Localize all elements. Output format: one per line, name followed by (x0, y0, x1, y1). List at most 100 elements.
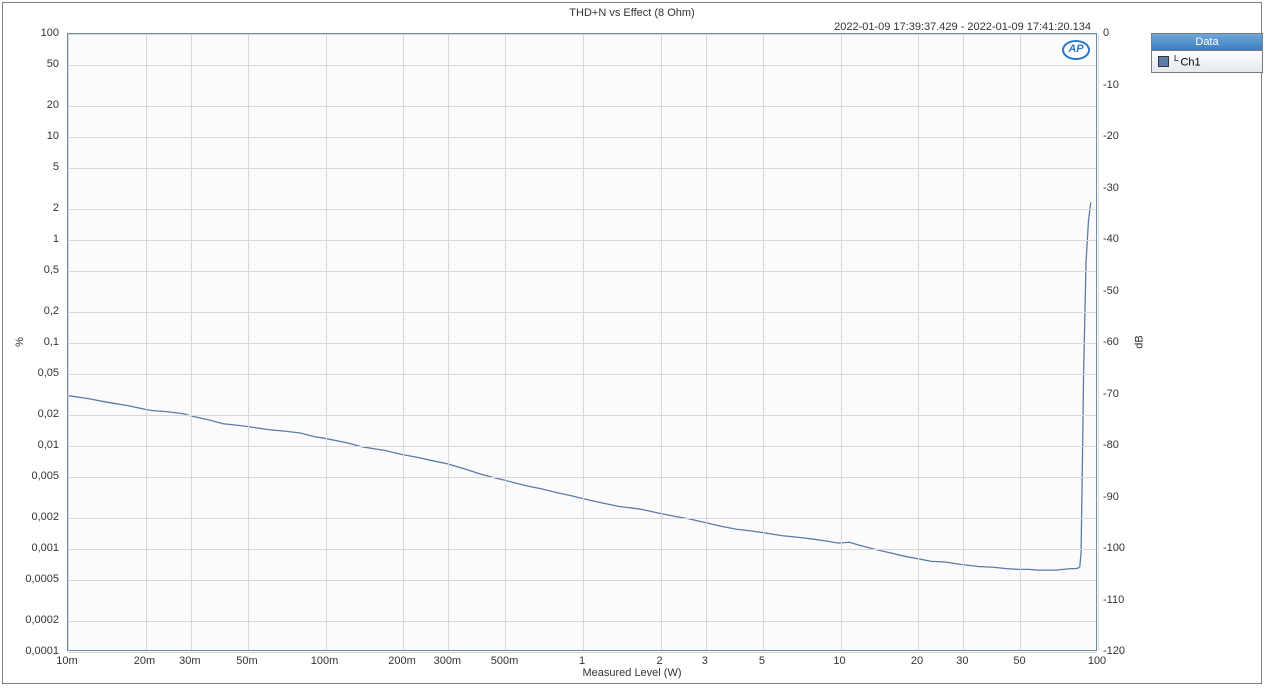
y-left-tick-label: 0,05 (38, 367, 59, 379)
y-left-tick-label: 0,02 (38, 408, 59, 420)
y-left-tick-label: 0,002 (31, 511, 59, 523)
gridline-v (146, 34, 147, 650)
plot-area[interactable]: AP (67, 33, 1097, 651)
gridline-h (68, 34, 1096, 35)
x-tick-label: 50 (1013, 655, 1025, 667)
y-left-tick-label: 2 (53, 202, 59, 214)
y-right-tick-label: -90 (1103, 491, 1119, 503)
gridline-v (841, 34, 842, 650)
series-line-ch1 (69, 202, 1091, 570)
gridline-h (68, 415, 1096, 416)
y-left-tick-label: 0,005 (31, 470, 59, 482)
y-left-axis-label: % (14, 337, 26, 347)
x-tick-label: 10m (56, 655, 77, 667)
chart-timestamp: 2022-01-09 17:39:37.429 - 2022-01-09 17:… (834, 21, 1091, 33)
y-right-tick-label: -60 (1103, 336, 1119, 348)
legend-item-ch1[interactable]: LCh1 (1152, 51, 1262, 72)
gridline-h (68, 343, 1096, 344)
gridline-v (661, 34, 662, 650)
y-right-tick-label: -10 (1103, 79, 1119, 91)
gridline-h (68, 209, 1096, 210)
x-tick-label: 20 (911, 655, 923, 667)
x-tick-label: 1 (579, 655, 585, 667)
gridline-h (68, 518, 1096, 519)
x-tick-label: 20m (134, 655, 155, 667)
chart-title: THD+N vs Effect (8 Ohm) (3, 7, 1261, 19)
gridline-h (68, 580, 1096, 581)
gridline-h (68, 106, 1096, 107)
y-left-tick-label: 0,001 (31, 542, 59, 554)
gridline-v (706, 34, 707, 650)
y-left-tick-label: 1 (53, 233, 59, 245)
gridline-h (68, 374, 1096, 375)
gridline-h (68, 240, 1096, 241)
x-tick-label: 200m (388, 655, 416, 667)
legend[interactable]: Data LCh1 (1151, 33, 1263, 73)
gridline-v (763, 34, 764, 650)
gridline-v (1098, 34, 1099, 650)
legend-rows: LCh1 (1152, 51, 1262, 72)
gridline-h (68, 65, 1096, 66)
y-left-tick-label: 0,5 (44, 264, 59, 276)
x-tick-label: 50m (236, 655, 257, 667)
chart-frame: THD+N vs Effect (8 Ohm) 2022-01-09 17:39… (2, 2, 1262, 684)
y-left-tick-label: 10 (47, 130, 59, 142)
gridline-v (326, 34, 327, 650)
x-tick-label: 3 (702, 655, 708, 667)
y-left-tick-label: 0,0002 (25, 614, 59, 626)
x-tick-label: 300m (434, 655, 462, 667)
y-right-tick-label: -120 (1103, 645, 1125, 657)
y-left-tick-label: 0,01 (38, 439, 59, 451)
legend-item-label: LCh1 (1174, 54, 1201, 69)
gridline-h (68, 271, 1096, 272)
plot-svg (68, 34, 1096, 650)
y-right-tick-label: -20 (1103, 130, 1119, 142)
gridline-h (68, 549, 1096, 550)
y-right-tick-label: -110 (1103, 594, 1124, 606)
x-tick-label: 2 (656, 655, 662, 667)
gridline-v (505, 34, 506, 650)
gridline-v (918, 34, 919, 650)
y-right-tick-label: 0 (1103, 27, 1109, 39)
y-left-tick-label: 100 (41, 27, 59, 39)
gridline-v (403, 34, 404, 650)
gridline-v (448, 34, 449, 650)
y-right-axis-label: dB (1134, 335, 1146, 348)
x-tick-label: 500m (491, 655, 519, 667)
gridline-h (68, 477, 1096, 478)
gridline-v (248, 34, 249, 650)
gridline-h (68, 621, 1096, 622)
ap-logo-icon: AP (1062, 40, 1090, 60)
y-right-tick-label: -40 (1103, 233, 1119, 245)
y-left-tick-label: 5 (53, 161, 59, 173)
y-right-tick-label: -80 (1103, 439, 1119, 451)
y-left-tick-label: 20 (47, 99, 59, 111)
y-right-tick-label: -30 (1103, 182, 1119, 194)
gridline-v (963, 34, 964, 650)
gridline-h (68, 312, 1096, 313)
legend-swatch-icon (1158, 56, 1169, 67)
gridline-v (1020, 34, 1021, 650)
x-tick-label: 100m (311, 655, 339, 667)
y-left-tick-label: 0,1 (44, 336, 59, 348)
x-tick-label: 30 (956, 655, 968, 667)
x-tick-label: 10 (833, 655, 845, 667)
y-left-tick-label: 0,0001 (25, 645, 59, 657)
y-right-tick-label: -50 (1103, 285, 1119, 297)
x-axis-label: Measured Level (W) (3, 667, 1261, 679)
gridline-v (68, 34, 69, 650)
gridline-v (583, 34, 584, 650)
gridline-v (191, 34, 192, 650)
y-left-tick-label: 50 (47, 58, 59, 70)
x-tick-label: 5 (759, 655, 765, 667)
gridline-h (68, 137, 1096, 138)
y-right-tick-label: -100 (1103, 542, 1125, 554)
gridline-h (68, 168, 1096, 169)
y-left-tick-label: 0,2 (44, 305, 59, 317)
gridline-h (68, 446, 1096, 447)
legend-header: Data (1152, 34, 1262, 51)
y-left-tick-label: 0,0005 (25, 573, 59, 585)
y-right-tick-label: -70 (1103, 388, 1119, 400)
x-tick-label: 30m (179, 655, 200, 667)
gridline-h (68, 652, 1096, 653)
